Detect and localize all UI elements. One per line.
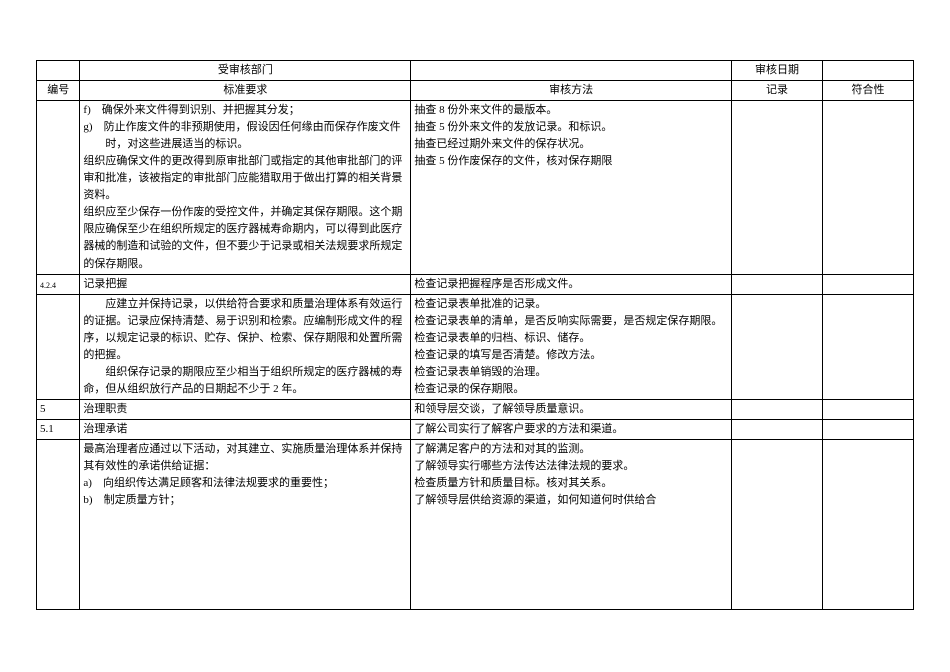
header-row-2: 编号 标准要求 审核方法 记录 符合性 [37, 81, 914, 101]
rm2: 检查记录表单的清单，是否反响实际需要，是否规定保存期限。 [414, 313, 728, 330]
m4: 抽查 5 份作废保存的文件，核对保存期限 [414, 153, 728, 170]
row-commitment: 最高治理者应通过以下活动，对其建立、实施质量治理体系并保持其有效性的承诺供给证据… [37, 439, 914, 609]
m1: 抽查 8 份外来文件的最版本。 [414, 102, 728, 119]
method-commitment: 了解满足客户的方法和对其的监测。 了解领导实行哪些方法传达法律法规的要求。 检查… [411, 439, 732, 609]
c-a: a) 向组织传达满足顾客和法律法规要求的重要性； [83, 475, 407, 492]
cm3: 检查质量方针和质量目标。核对其关系。 [414, 475, 728, 492]
row-fg: f) 确保外来文件得到识别、并把握其分发； g) 防止作废文件的非预期使用，假设… [37, 101, 914, 274]
m2: 抽查 5 份外来文件的发放记录。和标识。 [414, 119, 728, 136]
req-f: f) 确保外来文件得到识别、并把握其分发； [83, 102, 407, 119]
method-5: 和领导层交谈，了解领导质量意识。 [411, 399, 732, 419]
req-fg: f) 确保外来文件得到识别、并把握其分发； g) 防止作废文件的非预期使用，假设… [80, 101, 411, 274]
req-commitment: 最高治理者应通过以下活动，对其建立、实施质量治理体系并保持其有效性的承诺供给证据… [80, 439, 411, 609]
date-label: 审核日期 [731, 61, 822, 81]
rm3: 检查记录表单的归档、标识、储存。 [414, 330, 728, 347]
row-51: 5.1 治理承诺 了解公司实行了解客户要求的方法和渠道。 [37, 419, 914, 439]
m3: 抽查已经过期外来文件的保存状况。 [414, 136, 728, 153]
rm4: 检查记录的填写是否清楚。修改方法。 [414, 347, 728, 364]
code-5: 5 [37, 399, 80, 419]
rm6: 检查记录的保存期限。 [414, 381, 728, 398]
req-g: g) 防止作废文件的非预期使用，假设因任何缘由而保存作废文件时，对这些进展适当的… [83, 119, 407, 153]
row-424: 4.2.4 记录把握 检查记录把握程序是否形成文件。 [37, 274, 914, 294]
cm2: 了解领导实行哪些方法传达法律法规的要求。 [414, 458, 728, 475]
code-424: 4.2.4 [37, 274, 80, 294]
header-row-1: 受审核部门 审核日期 [37, 61, 914, 81]
row-records: 应建立并保持记录，以供给符合要求和质量治理体系有效运行的证据。记录应保持清楚、易… [37, 294, 914, 399]
req-p2: 组织应至少保存一份作废的受控文件，并确定其保存期限。这个期限应确保至少在组织所规… [83, 204, 407, 272]
dept-label: 受审核部门 [80, 61, 411, 81]
col-method: 审核方法 [411, 81, 732, 101]
col-code: 编号 [37, 81, 80, 101]
rec-p1: 应建立并保持记录，以供给符合要求和质量治理体系有效运行的证据。记录应保持清楚、易… [83, 296, 407, 364]
method-424: 检查记录把握程序是否形成文件。 [411, 274, 732, 294]
req-5: 治理职责 [80, 399, 411, 419]
method-records: 检查记录表单批准的记录。 检查记录表单的清单，是否反响实际需要，是否规定保存期限… [411, 294, 732, 399]
cm4: 了解领导层供给资源的渠道，如何知道何时供给合 [414, 492, 728, 509]
req-424: 记录把握 [80, 274, 411, 294]
rm5: 检查记录表单销毁的治理。 [414, 364, 728, 381]
cm1: 了解满足客户的方法和对其的监测。 [414, 441, 728, 458]
col-compliance: 符合性 [822, 81, 913, 101]
row-5: 5 治理职责 和领导层交谈，了解领导质量意识。 [37, 399, 914, 419]
rm1: 检查记录表单批准的记录。 [414, 296, 728, 313]
rec-p2: 组织保存记录的期限应至少相当于组织所规定的医疗器械的寿命，但从组织放行产品的日期… [83, 364, 407, 398]
audit-table: 受审核部门 审核日期 编号 标准要求 审核方法 记录 符合性 f) 确保外来文件… [36, 60, 914, 610]
col-record: 记录 [731, 81, 822, 101]
code-51: 5.1 [37, 419, 80, 439]
method-51: 了解公司实行了解客户要求的方法和渠道。 [411, 419, 732, 439]
c-b: b) 制定质量方针； [83, 492, 407, 509]
req-51: 治理承诺 [80, 419, 411, 439]
req-records: 应建立并保持记录，以供给符合要求和质量治理体系有效运行的证据。记录应保持清楚、易… [80, 294, 411, 399]
method-fg: 抽查 8 份外来文件的最版本。 抽查 5 份外来文件的发放记录。和标识。 抽查已… [411, 101, 732, 274]
col-requirement: 标准要求 [80, 81, 411, 101]
req-p1: 组织应确保文件的更改得到原审批部门或指定的其他审批部门的评审和批准，该被指定的审… [83, 153, 407, 204]
c-p1: 最高治理者应通过以下活动，对其建立、实施质量治理体系并保持其有效性的承诺供给证据… [83, 441, 407, 475]
